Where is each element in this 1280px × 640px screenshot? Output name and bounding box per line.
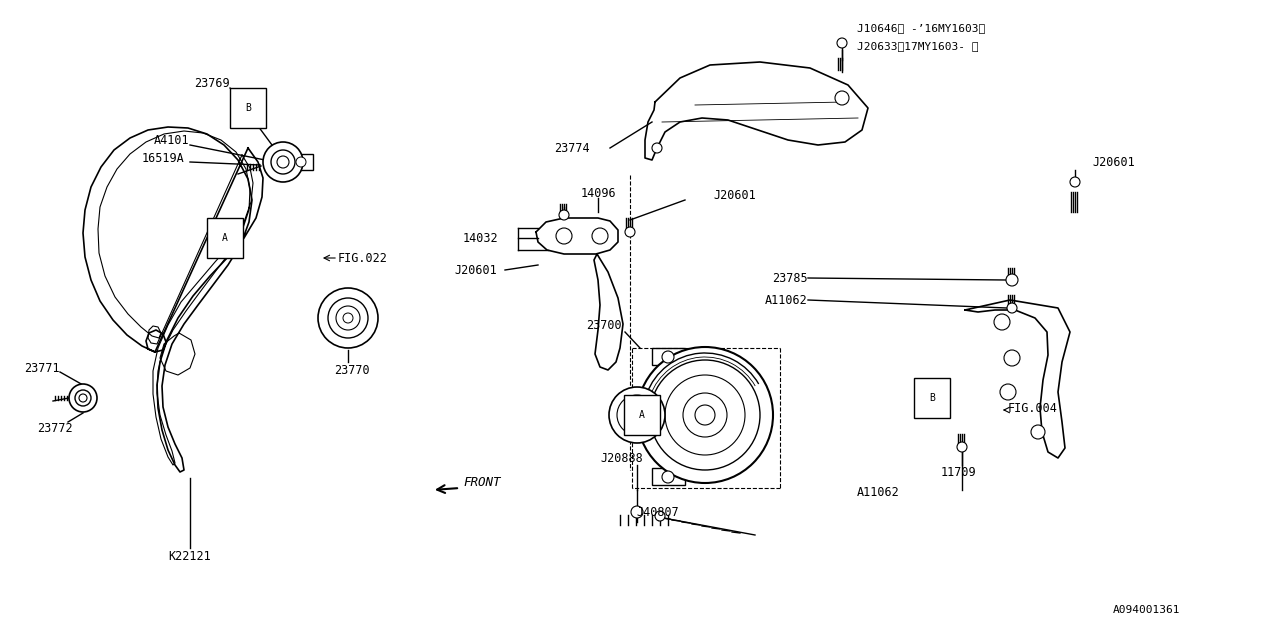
- Text: 23771: 23771: [24, 362, 60, 374]
- Text: J20888: J20888: [600, 451, 644, 465]
- FancyBboxPatch shape: [652, 468, 685, 485]
- Circle shape: [631, 506, 643, 518]
- Circle shape: [76, 390, 91, 406]
- Circle shape: [1006, 274, 1018, 286]
- Circle shape: [262, 142, 303, 182]
- Text: 11709: 11709: [941, 465, 975, 479]
- Text: 16519A: 16519A: [142, 152, 184, 164]
- Text: J20601: J20601: [714, 189, 756, 202]
- Text: FRONT: FRONT: [463, 476, 500, 488]
- Circle shape: [1030, 425, 1044, 439]
- Circle shape: [957, 442, 966, 452]
- Circle shape: [559, 210, 570, 220]
- Circle shape: [625, 403, 649, 427]
- Text: 23785: 23785: [772, 271, 808, 285]
- Circle shape: [276, 156, 289, 168]
- Circle shape: [835, 91, 849, 105]
- Circle shape: [666, 375, 745, 455]
- Text: 14032: 14032: [462, 232, 498, 244]
- Circle shape: [79, 394, 87, 402]
- Circle shape: [593, 228, 608, 244]
- Circle shape: [1007, 303, 1018, 313]
- Circle shape: [556, 228, 572, 244]
- Text: K22121: K22121: [169, 550, 211, 563]
- Text: 23770: 23770: [334, 364, 370, 376]
- Circle shape: [609, 387, 666, 443]
- Circle shape: [655, 511, 666, 521]
- Circle shape: [1004, 350, 1020, 366]
- Text: 23769: 23769: [195, 77, 230, 90]
- Circle shape: [650, 360, 760, 470]
- Text: A: A: [639, 410, 645, 420]
- Text: A4101: A4101: [154, 134, 189, 147]
- Text: J10646（ -’16MY1603）: J10646（ -’16MY1603）: [858, 23, 986, 33]
- Text: A11062: A11062: [765, 294, 808, 307]
- Circle shape: [995, 314, 1010, 330]
- Text: J20601: J20601: [454, 264, 497, 276]
- Text: FIG.004: FIG.004: [1009, 401, 1057, 415]
- FancyBboxPatch shape: [652, 348, 685, 365]
- Circle shape: [328, 298, 369, 338]
- Text: J40807: J40807: [636, 506, 680, 518]
- Circle shape: [317, 288, 378, 348]
- Circle shape: [652, 143, 662, 153]
- Text: J20633（17MY1603- ）: J20633（17MY1603- ）: [858, 41, 978, 51]
- Circle shape: [662, 471, 675, 483]
- Text: B: B: [929, 393, 934, 403]
- Circle shape: [617, 395, 657, 435]
- Text: A11062: A11062: [856, 486, 900, 499]
- Circle shape: [637, 347, 773, 483]
- Circle shape: [662, 351, 675, 363]
- Text: A094001361: A094001361: [1112, 605, 1180, 615]
- Circle shape: [69, 384, 97, 412]
- Text: 23700: 23700: [586, 319, 622, 332]
- Circle shape: [1070, 177, 1080, 187]
- Text: A: A: [221, 233, 228, 243]
- FancyBboxPatch shape: [291, 154, 314, 170]
- Circle shape: [684, 393, 727, 437]
- Text: J20601: J20601: [1092, 156, 1135, 168]
- Circle shape: [296, 157, 306, 167]
- Circle shape: [1000, 384, 1016, 400]
- Circle shape: [837, 38, 847, 48]
- Text: 23774: 23774: [554, 141, 590, 154]
- Text: FIG.022: FIG.022: [338, 252, 388, 264]
- Circle shape: [337, 306, 360, 330]
- Circle shape: [695, 405, 716, 425]
- Circle shape: [271, 150, 294, 174]
- Circle shape: [625, 227, 635, 237]
- Text: B: B: [244, 103, 251, 113]
- Text: 14096: 14096: [580, 186, 616, 200]
- Text: 23772: 23772: [37, 422, 73, 435]
- Circle shape: [343, 313, 353, 323]
